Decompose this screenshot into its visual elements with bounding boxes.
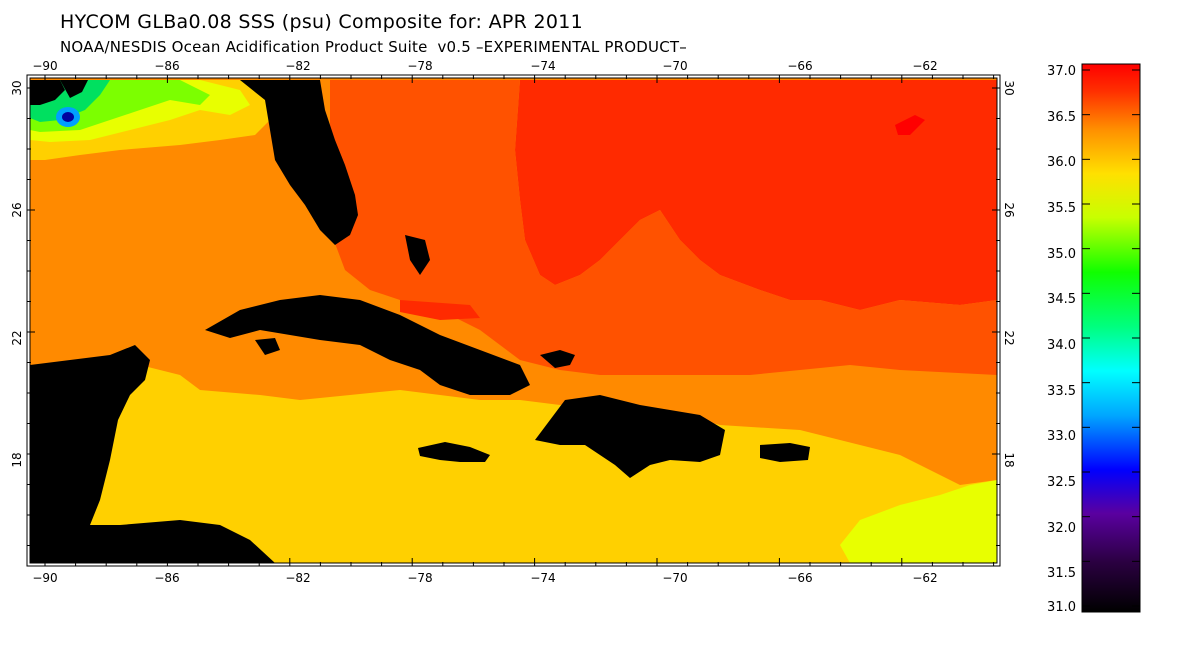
- colorbar-label: 32.5: [1047, 475, 1076, 490]
- colorbar-label: 34.0: [1047, 338, 1076, 353]
- map-title: HYCOM GLBa0.08 SSS (psu) Composite for: …: [60, 11, 584, 33]
- map-frame: [26, 74, 1001, 567]
- lon-label: −86: [154, 571, 179, 585]
- lon-label: −78: [407, 571, 432, 585]
- caribbean-zone: [30, 365, 997, 563]
- lat-label: 30: [1002, 80, 1016, 95]
- lat-label: 22: [1002, 330, 1016, 345]
- colorbar-label: 33.0: [1047, 429, 1076, 444]
- land: [30, 80, 810, 563]
- lon-label: −70: [662, 59, 687, 73]
- high-salinity-zone: [515, 80, 997, 310]
- lon-label: −86: [154, 59, 179, 73]
- lon-label: −74: [530, 59, 555, 73]
- bahamas-patch: [400, 300, 480, 320]
- colorbar-label: 35.5: [1047, 201, 1076, 216]
- lon-label: −74: [530, 571, 555, 585]
- colorbar-gradient: [1081, 63, 1141, 613]
- colorbar-label: 32.0: [1047, 521, 1076, 536]
- lon-label: −66: [787, 59, 812, 73]
- lon-labels-bottom: −90 −86 −82 −78 −74 −70 −66 −62: [32, 571, 937, 585]
- lon-label: −78: [407, 59, 432, 73]
- delta-dark: [62, 112, 74, 122]
- sss-field: [30, 78, 997, 563]
- lon-label: −82: [285, 571, 310, 585]
- lon-label: −66: [787, 571, 812, 585]
- atlantic-zone: [325, 80, 997, 375]
- lat-labels-left: 30 26 22 18: [10, 80, 24, 467]
- colorbar-label: 35.0: [1047, 247, 1076, 262]
- lon-label: −90: [32, 571, 57, 585]
- lon-label: −82: [285, 59, 310, 73]
- lat-label: 26: [1002, 202, 1016, 217]
- lat-label: 30: [10, 80, 24, 95]
- map-subtitle: NOAA/NESDIS Ocean Acidification Product …: [60, 38, 687, 56]
- atlantic-patch: [895, 115, 925, 135]
- colorbar-label: 37.0: [1047, 64, 1076, 79]
- lat-label: 22: [10, 330, 24, 345]
- lat-label: 18: [10, 452, 24, 467]
- lat-labels-right: 30 26 22 18: [1002, 80, 1016, 467]
- colorbar-label: 36.5: [1047, 110, 1076, 125]
- lon-label: −90: [32, 59, 57, 73]
- colorbar-label: 36.0: [1047, 155, 1076, 170]
- lat-label: 26: [10, 202, 24, 217]
- lon-labels-top: −90 −86 −82 −78 −74 −70 −66 −62: [32, 59, 937, 73]
- lon-label: −62: [912, 59, 937, 73]
- colorbar-label: 31.0: [1047, 600, 1076, 615]
- colorbar: 37.0 36.5 36.0 35.5 35.0 34.5 34.0 33.5 …: [1047, 63, 1141, 615]
- lon-label: −70: [662, 571, 687, 585]
- eastern-caribbean-zone: [840, 480, 997, 563]
- colorbar-label: 33.5: [1047, 384, 1076, 399]
- colorbar-label: 34.5: [1047, 292, 1076, 307]
- lat-label: 18: [1002, 452, 1016, 467]
- lon-label: −62: [912, 571, 937, 585]
- colorbar-label: 31.5: [1047, 566, 1076, 581]
